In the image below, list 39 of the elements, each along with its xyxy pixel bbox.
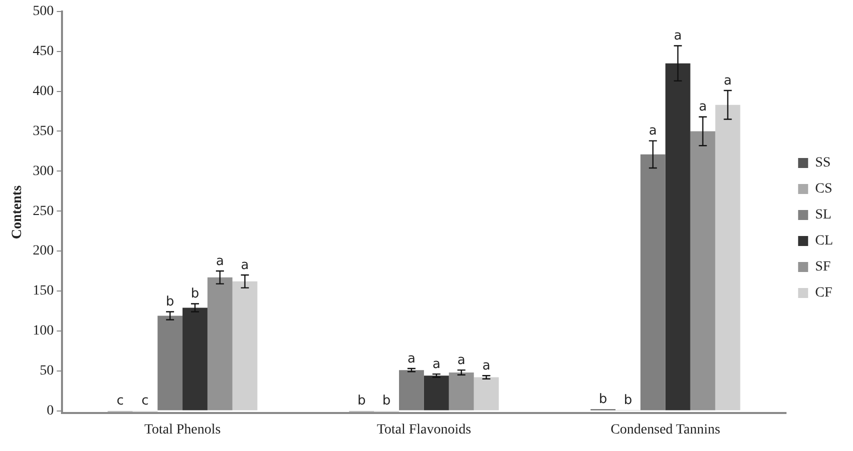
y-tick-label: 400	[32, 84, 54, 99]
data-label: b	[190, 286, 200, 302]
data-label: b	[382, 394, 391, 409]
y-tick-label: 0	[46, 403, 54, 418]
data-label: c	[116, 394, 124, 409]
data-label: a	[457, 352, 466, 368]
x-tick-label: Condensed Tannins	[610, 422, 720, 438]
data-label: b	[598, 392, 608, 408]
legend-label: SL	[815, 208, 832, 223]
data-label: b	[624, 392, 632, 408]
data-label: a	[648, 124, 657, 139]
legend-label: SS	[815, 156, 831, 171]
data-label: a	[698, 100, 707, 115]
legend-label: CS	[815, 182, 832, 197]
y-tick-label: 500	[32, 4, 54, 20]
data-label: a	[724, 73, 732, 88]
data-label: a	[216, 254, 224, 269]
data-label: b	[357, 394, 366, 409]
y-tick-label: 150	[32, 284, 54, 299]
y-tick-label: 200	[32, 244, 54, 259]
y-tick-label: 350	[32, 124, 54, 139]
y-tick-label: 50	[40, 364, 54, 379]
data-label: b	[166, 294, 174, 310]
x-tick-label: Total Phenols	[144, 422, 221, 438]
data-label: a	[432, 356, 440, 372]
legend-label: CF	[815, 286, 832, 301]
legend-label: SF	[815, 260, 831, 275]
x-tick-label: Total Flavonoids	[376, 422, 472, 438]
data-label: a	[674, 28, 682, 44]
data-label: a	[407, 351, 416, 366]
data-label: a	[482, 358, 490, 374]
y-tick-label: 300	[32, 164, 54, 179]
data-label: a	[240, 258, 249, 273]
y-tick-label: 250	[32, 204, 54, 219]
y-tick-label: 450	[32, 44, 54, 60]
y-tick-label: 100	[32, 324, 54, 339]
legend-label: CL	[815, 234, 833, 249]
data-label: c	[142, 394, 149, 409]
y-axis-title: Contents	[10, 184, 26, 240]
